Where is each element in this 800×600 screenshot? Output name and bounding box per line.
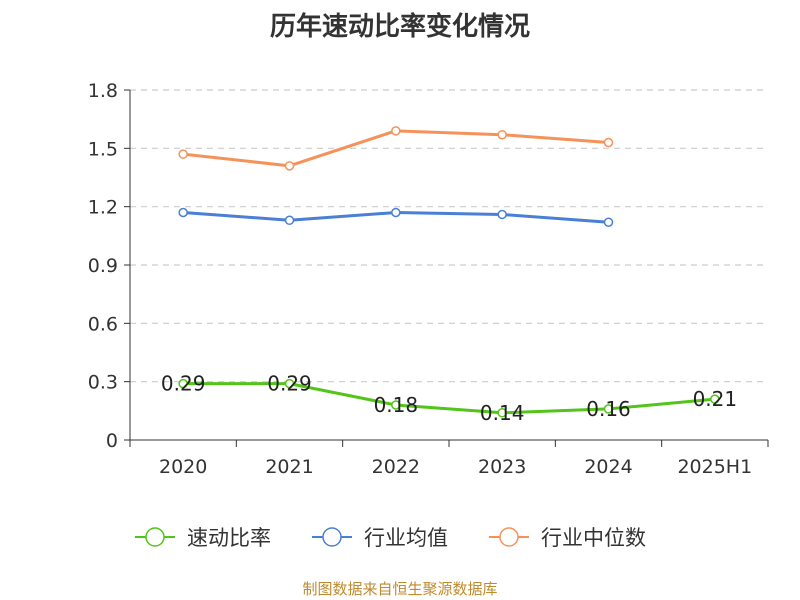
legend: 速动比率 行业均值 行业中位数 bbox=[135, 526, 646, 550]
grid-lines bbox=[130, 89, 768, 383]
data-point bbox=[603, 404, 614, 414]
legend-marker-circle bbox=[499, 527, 519, 547]
y-tick-label: 0.9 bbox=[88, 255, 118, 277]
y-tick-label: 0 bbox=[106, 430, 118, 452]
chart-title: 历年速动比率变化情况 bbox=[269, 12, 530, 42]
y-tick-label: 1.5 bbox=[88, 138, 118, 160]
x-tick-label: 2024 bbox=[584, 456, 632, 478]
data-label: 0.29 bbox=[267, 372, 312, 396]
series-lines bbox=[178, 126, 720, 418]
data-point bbox=[284, 378, 295, 389]
series-line bbox=[183, 382, 715, 415]
y-tick-label: 0.6 bbox=[88, 313, 118, 335]
data-point bbox=[391, 400, 401, 410]
legend-label: 行业均值 bbox=[364, 526, 448, 550]
data-label: 0.21 bbox=[693, 387, 738, 411]
data-point bbox=[497, 408, 507, 418]
x-tick-label: 2020 bbox=[159, 456, 207, 478]
y-tick-label: 1.2 bbox=[88, 197, 118, 219]
legend-label: 行业中位数 bbox=[541, 526, 646, 550]
data-labels: 0.29 0.29 0.18 0.14 0.16 0.21 bbox=[161, 372, 737, 425]
x-tick-label: 2022 bbox=[372, 456, 420, 478]
source-note: 制图数据来自恒生聚源数据库 bbox=[302, 580, 498, 598]
legend-label: 速动比率 bbox=[187, 526, 271, 550]
data-point bbox=[603, 137, 614, 148]
data-point bbox=[284, 161, 295, 171]
data-point bbox=[497, 129, 507, 140]
data-label: 0.14 bbox=[480, 401, 525, 425]
data-label: 0.16 bbox=[586, 397, 631, 421]
data-point bbox=[710, 394, 720, 404]
legend-marker-circle bbox=[322, 527, 342, 547]
x-tick-label: 2021 bbox=[265, 456, 313, 478]
data-point bbox=[178, 378, 188, 389]
axes: 0 0.3 0.6 0.9 1.2 1.5 1.8 2020 2021 2022 2023 2024 2… bbox=[88, 80, 769, 478]
x-tick-label: 2023 bbox=[478, 456, 526, 478]
data-point bbox=[497, 209, 507, 220]
data-point bbox=[603, 217, 614, 227]
y-tick-label: 1.8 bbox=[88, 80, 118, 102]
y-tick-label: 0.3 bbox=[88, 372, 118, 394]
x-tick-label: 2025H1 bbox=[677, 456, 752, 478]
data-point bbox=[391, 207, 401, 218]
data-point bbox=[284, 215, 295, 226]
data-point bbox=[391, 126, 401, 136]
legend-marker-circle bbox=[145, 527, 165, 547]
data-label: 0.18 bbox=[374, 393, 419, 417]
data-point bbox=[178, 149, 188, 159]
data-point bbox=[178, 207, 188, 218]
data-label: 0.29 bbox=[161, 372, 206, 396]
